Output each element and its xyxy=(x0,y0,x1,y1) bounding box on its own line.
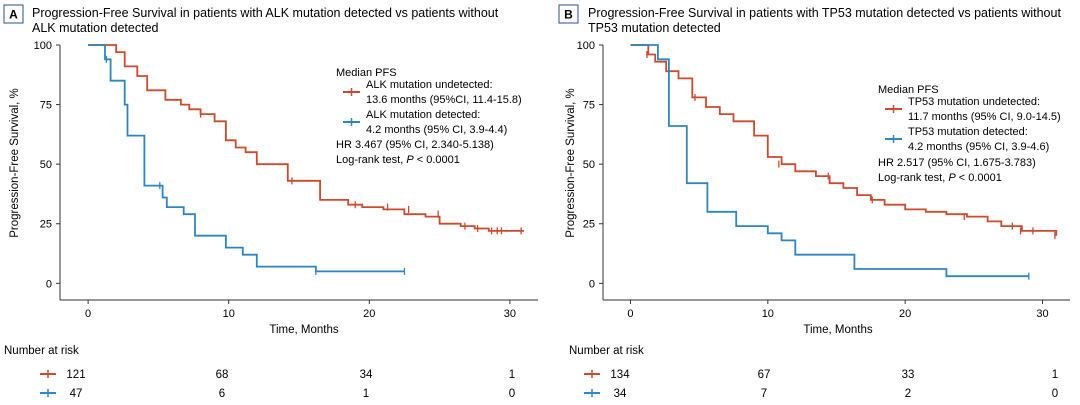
panel-a-x-tick-label: 30 xyxy=(504,308,516,320)
panel-b-y-tick-label: 75 xyxy=(583,100,595,112)
panel-b-x-tick-label: 10 xyxy=(762,308,774,320)
panel-a-title-line2: ALK mutation detected xyxy=(32,21,159,35)
panel-b-risk-value: 1 xyxy=(1052,369,1058,381)
panel-a: A Progression-Free Survival in patients … xyxy=(3,4,538,400)
panel-a-legend: Median PFS ALK mutation undetected: 13.6… xyxy=(336,67,522,166)
panel-a-legend-undetected-median: 13.6 months (95%CI, 11.4-15.8) xyxy=(366,94,522,106)
panel-a-y-tick-label: 75 xyxy=(40,100,52,112)
panel-b-axes: 0 25 50 75 100 0 10 20 30 xyxy=(577,40,1070,320)
panel-a-curves xyxy=(88,44,524,275)
panel-a-legend-swatch-detected xyxy=(343,118,360,126)
panel-b-legend-swatch-undetected xyxy=(885,105,902,113)
panel-b-hazard-ratio: HR 2.517 (95% CI, 1.675-3.783) xyxy=(878,157,1036,169)
panel-a-series-detected-curve xyxy=(88,44,405,273)
panel-b-risk-table: 134 67 33 134 7 2 0 xyxy=(584,369,1058,400)
panel-b-legend-detected-median: 4.2 months (95% CI, 3.9-4.6) xyxy=(908,141,1049,153)
panel-b-legend: Median PFS TP53 mutation undetected: 11.… xyxy=(878,84,1061,184)
panel-b-series-detected-curve xyxy=(630,44,1029,278)
panel-b-risk-value: 0 xyxy=(1052,388,1058,400)
panel-a-letter-box xyxy=(3,4,24,24)
panel-a-risk-value: 1 xyxy=(509,369,515,381)
panel-b-legend-title: Median PFS xyxy=(878,84,939,96)
panel-b-risk-title: Number at risk xyxy=(569,345,644,357)
panel-a-logrank: Log-rank test, P < 0.0001 xyxy=(336,154,460,166)
panel-a-risk-value: 34 xyxy=(360,369,373,381)
panel-a-risk-value: 47 xyxy=(70,388,83,400)
panel-a-y-tick-label: 50 xyxy=(40,159,52,171)
panel-b: B Progression-Free Survival in patients … xyxy=(558,4,1070,400)
panel-a-y-tick-label: 0 xyxy=(46,278,52,290)
panel-a-series-undetected-curve xyxy=(88,44,524,232)
panel-b-y-tick-label: 50 xyxy=(583,159,595,171)
panel-b-title-line2: TP53 mutation detected xyxy=(588,21,721,35)
panel-b-x-tick-label: 20 xyxy=(899,308,911,320)
panel-a-risk-title: Number at risk xyxy=(4,345,79,357)
panel-b-letter-box xyxy=(558,4,579,24)
panel-b-risk-value: 134 xyxy=(610,369,630,381)
panel-b-risk-value: 34 xyxy=(614,388,627,400)
panel-a-x-tick-label: 20 xyxy=(363,308,375,320)
panel-a-legend-detected-median: 4.2 months (95% CI, 3.9-4.4) xyxy=(366,124,507,136)
panel-b-y-tick-label: 100 xyxy=(577,40,595,52)
panel-b-legend-swatch-detected xyxy=(885,135,902,143)
panel-a-axes: 0 25 50 75 100 0 10 20 30 xyxy=(34,40,538,320)
panel-b-letter: B xyxy=(564,8,573,22)
panel-b-x-tick-label: 0 xyxy=(627,308,633,320)
panel-a-x-tick-label: 0 xyxy=(85,308,91,320)
panel-a-y-tick-label: 25 xyxy=(40,219,52,231)
panel-b-risk-value: 33 xyxy=(902,369,915,381)
panel-b-risk-value: 2 xyxy=(905,388,911,400)
panel-a-legend-swatch-undetected xyxy=(343,88,360,96)
panel-b-risk-value: 67 xyxy=(758,369,771,381)
panel-a-risk-value: 1 xyxy=(363,388,369,400)
panel-a-risk-value: 68 xyxy=(216,369,229,381)
panel-a-x-tick-label: 10 xyxy=(223,308,235,320)
panel-b-legend-undetected-label: TP53 mutation undetected: xyxy=(908,96,1040,108)
panel-b-y-axis-label: Progression-Free Survival, % xyxy=(565,88,577,238)
panel-a-y-axis-label: Progression-Free Survival, % xyxy=(9,88,21,238)
panel-a-risk-table: 121 68 34 1 47 6 1 0 xyxy=(40,369,515,400)
panel-b-y-tick-label: 0 xyxy=(589,278,595,290)
panel-b-risk-value: 7 xyxy=(761,388,767,400)
panel-a-legend-undetected-label: ALK mutation undetected: xyxy=(366,79,493,91)
panel-a-hazard-ratio: HR 3.467 (95% CI, 2.340-5.138) xyxy=(336,139,494,151)
panel-b-y-tick-label: 25 xyxy=(583,219,595,231)
panel-b-legend-detected-label: TP53 mutation detected: xyxy=(908,126,1028,138)
panel-b-curves xyxy=(630,44,1058,280)
panel-a-risk-value: 121 xyxy=(66,369,85,381)
panel-a-legend-title: Median PFS xyxy=(336,67,397,79)
panel-b-logrank: Log-rank test, P < 0.0001 xyxy=(878,172,1002,184)
panel-a-title-line1: Progression-Free Survival in patients wi… xyxy=(32,6,499,20)
panel-a-legend-detected-label: ALK mutation detected: xyxy=(366,109,480,121)
panel-b-legend-undetected-median: 11.7 months (95% CI, 9.0-14.5) xyxy=(908,111,1061,123)
panel-b-title-line1: Progression-Free Survival in patients wi… xyxy=(588,6,1061,20)
panel-a-letter: A xyxy=(9,8,18,22)
panel-b-x-axis-label: Time, Months xyxy=(803,324,872,336)
panel-a-risk-value: 0 xyxy=(509,388,515,400)
panel-b-x-tick-label: 30 xyxy=(1036,308,1048,320)
panel-a-y-tick-label: 100 xyxy=(34,40,52,52)
panel-b-series-undetected-curve xyxy=(630,44,1058,236)
panel-a-x-axis-label: Time, Months xyxy=(269,324,338,336)
panel-a-risk-value: 6 xyxy=(219,388,225,400)
